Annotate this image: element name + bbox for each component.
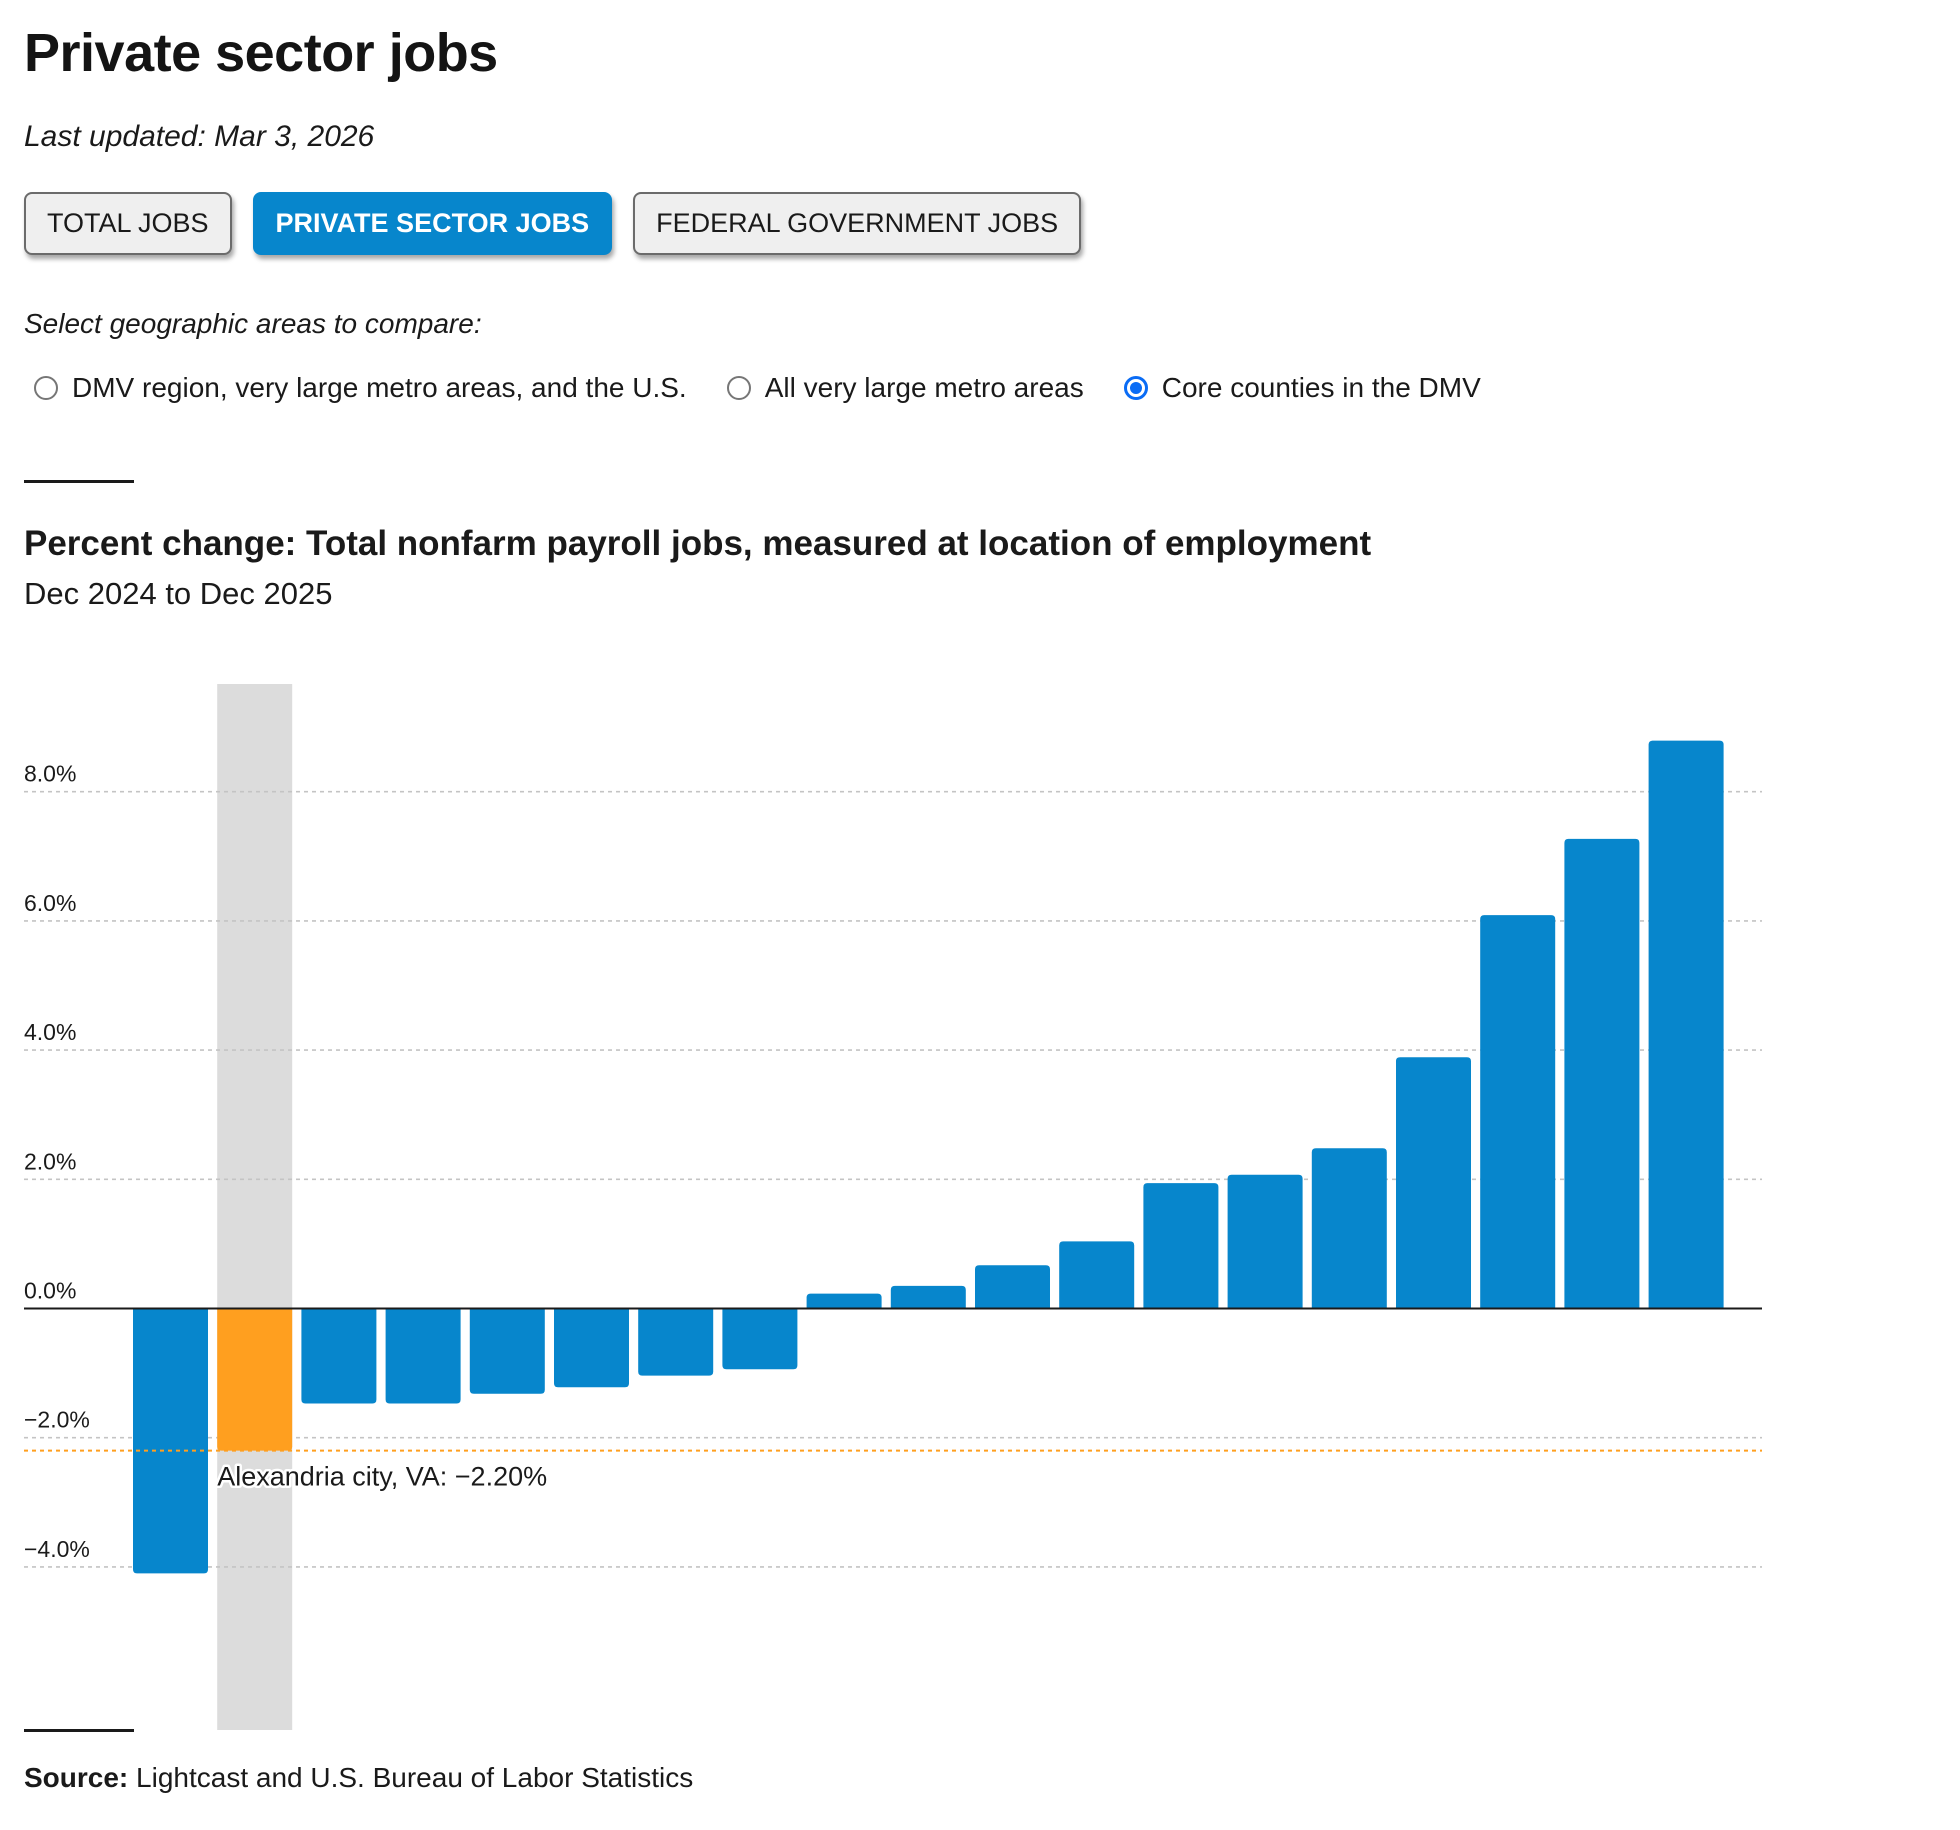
bar <box>806 1293 882 1309</box>
bar <box>554 1308 629 1388</box>
bar <box>133 1308 208 1574</box>
y-tick-label: 6.0% <box>24 890 76 916</box>
radio-checked-icon[interactable] <box>1123 376 1148 400</box>
source-note: Source: Lightcast and U.S. Bureau of Lab… <box>24 1762 693 1794</box>
highlighted-bar <box>217 1308 293 1451</box>
y-tick-label: −4.0% <box>24 1536 90 1562</box>
bar <box>469 1308 545 1394</box>
radio-dmv-metro-us[interactable]: DMV region, very large metro areas, and … <box>34 372 687 404</box>
bar <box>301 1308 377 1404</box>
bar <box>722 1308 798 1370</box>
chart-title: Percent change: Total nonfarm payroll jo… <box>24 524 1372 563</box>
last-updated: Last updated: Mar 3, 2026 <box>24 120 375 153</box>
bar <box>638 1308 714 1376</box>
bar <box>385 1308 461 1404</box>
radio-label: Core counties in the DMV <box>1161 372 1481 403</box>
highlight-annotation: Alexandria city, VA: −2.20% <box>217 1462 547 1492</box>
geo-select-prompt: Select geographic areas to compare: <box>24 308 482 339</box>
radio-label: DMV region, very large metro areas, and … <box>72 372 687 403</box>
bar <box>1227 1174 1303 1309</box>
bar <box>975 1265 1050 1309</box>
radio-unchecked-icon[interactable] <box>34 376 58 400</box>
y-tick-label: 8.0% <box>24 761 76 787</box>
highlight-band <box>217 684 293 1730</box>
tab-total-jobs[interactable]: TOTAL JOBS <box>24 192 232 255</box>
y-tick-label: 2.0% <box>24 1148 76 1174</box>
source-text: Lightcast and U.S. Bureau of Labor Stati… <box>128 1762 694 1793</box>
radio-label: All very large metro areas <box>764 372 1084 403</box>
bar <box>1648 740 1724 1309</box>
bar <box>1564 838 1640 1309</box>
radio-core-counties-dmv[interactable]: Core counties in the DMV <box>1123 372 1481 404</box>
y-tick-label: 0.0% <box>24 1278 76 1304</box>
page-title: Private sector jobs <box>24 23 498 83</box>
bar <box>1396 1057 1471 1309</box>
y-tick-label: 4.0% <box>24 1019 76 1045</box>
bar <box>1480 915 1556 1309</box>
bar <box>890 1285 966 1309</box>
radio-all-metro-areas[interactable]: All very large metro areas <box>726 372 1084 404</box>
source-label: Source: <box>24 1762 129 1793</box>
bar <box>1059 1241 1135 1309</box>
section-divider-bottom <box>24 1729 134 1732</box>
chart-subtitle: Dec 2024 to Dec 2025 <box>24 576 333 611</box>
tab-private-sector-jobs[interactable]: PRIVATE SECTOR JOBS <box>252 192 613 255</box>
bar <box>1143 1183 1219 1309</box>
geo-radio-group: DMV region, very large metro areas, and … <box>34 372 1481 404</box>
tab-federal-government-jobs[interactable]: FEDERAL GOVERNMENT JOBS <box>633 192 1082 255</box>
bar <box>1311 1148 1387 1309</box>
radio-unchecked-icon[interactable] <box>726 376 751 400</box>
y-tick-label: −2.0% <box>24 1407 90 1433</box>
dataset-tabs: TOTAL JOBS PRIVATE SECTOR JOBS FEDERAL G… <box>24 192 1082 255</box>
section-divider-top <box>24 480 134 483</box>
